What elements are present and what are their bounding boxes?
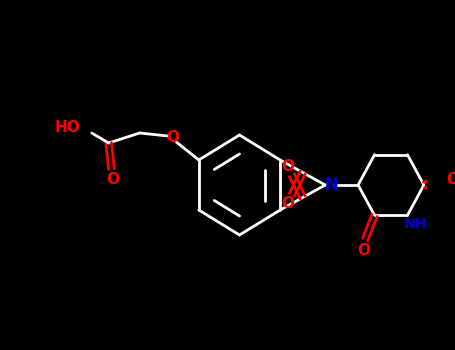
Text: O: O [166, 131, 179, 146]
Text: NH: NH [403, 217, 427, 231]
Text: HO: HO [55, 120, 81, 135]
Text: O: O [281, 196, 294, 211]
Text: O: O [357, 243, 370, 258]
Text: O: O [106, 173, 119, 188]
Text: N: N [325, 176, 339, 194]
Text: O: O [446, 172, 455, 187]
Text: O: O [281, 159, 294, 174]
